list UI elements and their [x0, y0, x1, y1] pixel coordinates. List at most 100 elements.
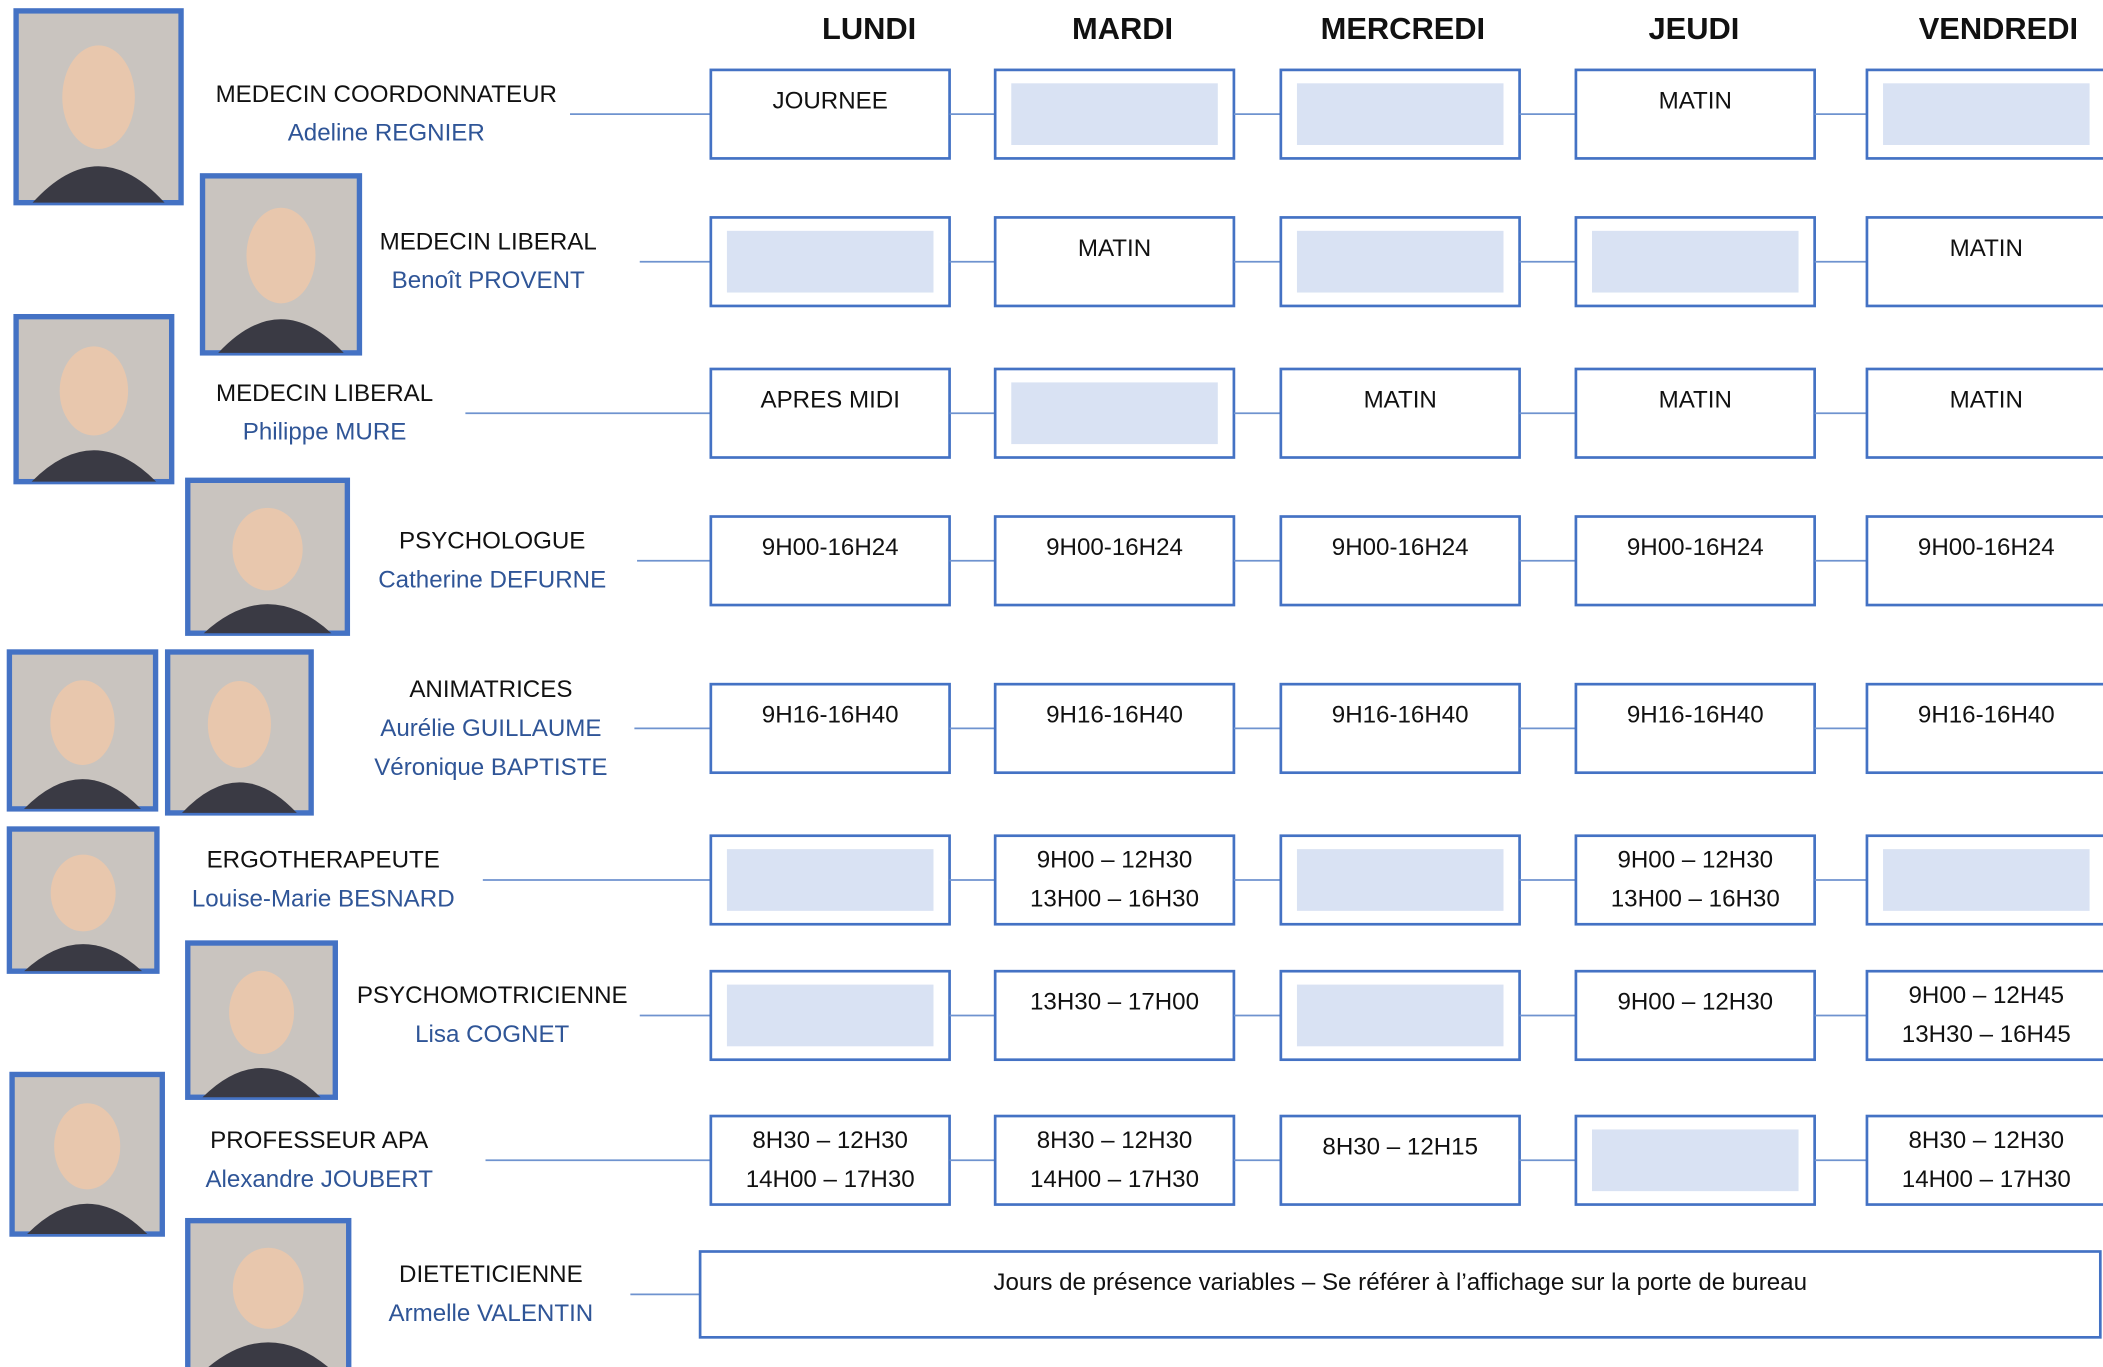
cell-text: 9H00 – 12H30 — [1037, 847, 1193, 874]
schedule-cell — [1574, 367, 1816, 459]
role: ANIMATRICES — [409, 676, 572, 703]
schedule-cell — [1865, 969, 2103, 1062]
staff-name: Benoît PROVENT — [392, 267, 585, 294]
staff-name: Lisa COGNET — [415, 1021, 569, 1048]
cell-text: 13H00 – 16H30 — [1030, 885, 1199, 912]
schedule-cell — [1865, 515, 2103, 607]
cell-text: MATIN — [1659, 387, 1732, 414]
staff-name: Aurélie GUILLAUME — [380, 715, 601, 742]
cell-text: 13H30 – 16H45 — [1902, 1021, 2071, 1048]
schedule-cell — [993, 515, 1236, 607]
empty-cell — [1011, 83, 1218, 146]
day-header: MARDI — [1072, 11, 1173, 46]
cell-text: MATIN — [1950, 235, 2023, 262]
schedule-cell — [1574, 969, 1816, 1062]
photo-shoulders — [218, 319, 344, 353]
empty-cell — [1296, 849, 1504, 911]
empty-cell — [1296, 984, 1504, 1047]
cell-text: 9H00 – 12H45 — [1909, 982, 2065, 1009]
photo-face — [207, 680, 271, 768]
cell-text: 9H00-16H24 — [1332, 534, 1469, 561]
schedule-cell — [709, 682, 951, 775]
cell-text: 9H16-16H40 — [1332, 702, 1469, 729]
role: MEDECIN COORDONNATEUR — [216, 81, 557, 108]
day-header: JEUDI — [1649, 11, 1740, 46]
staff-name: Armelle VALENTIN — [389, 1300, 594, 1327]
cell-text: MATIN — [1364, 387, 1437, 414]
staff-name: Véronique BAPTISTE — [374, 754, 607, 781]
photo-face — [62, 45, 135, 149]
cell-text: 13H00 – 16H30 — [1611, 885, 1780, 912]
photo-shoulders — [24, 779, 141, 809]
schedule-cell — [993, 216, 1236, 308]
empty-cell — [1883, 83, 2090, 146]
schedule-cell — [1574, 68, 1816, 160]
day-header: LUNDI — [822, 11, 916, 46]
empty-cell — [1592, 1129, 1799, 1192]
cell-text: JOURNEE — [773, 87, 888, 114]
role: PSYCHOLOGUE — [399, 527, 585, 554]
photo-shoulders — [27, 1203, 148, 1235]
photo-face — [232, 1247, 304, 1329]
role: ERGOTHERAPEUTE — [207, 847, 440, 874]
role: MEDECIN LIBERAL — [216, 380, 433, 407]
cell-text: 9H16-16H40 — [1046, 702, 1183, 729]
schedule-cell — [1279, 515, 1521, 607]
schedule-cell — [1279, 367, 1521, 459]
photo-shoulders — [24, 944, 143, 972]
day-header: VENDREDI — [1919, 11, 2078, 46]
role: MEDECIN LIBERAL — [380, 228, 597, 255]
schedule-cell — [709, 68, 951, 160]
empty-cell — [1592, 230, 1799, 293]
cell-text: 9H00-16H24 — [1046, 534, 1183, 561]
cell-text: 9H00-16H24 — [1627, 534, 1764, 561]
photo-face — [232, 507, 303, 591]
cell-text: 14H00 – 17H30 — [746, 1166, 915, 1193]
note: Jours de présence variables – Se référer… — [993, 1269, 1807, 1296]
cell-text: 8H30 – 12H15 — [1322, 1134, 1478, 1161]
cell-text: MATIN — [1078, 235, 1151, 262]
photo-face — [50, 680, 115, 765]
cell-text: APRES MIDI — [760, 387, 899, 414]
photo-shoulders — [208, 1342, 328, 1367]
cell-text: 13H30 – 17H00 — [1030, 989, 1199, 1016]
role: PROFESSEUR APA — [210, 1127, 429, 1154]
cell-text: 8H30 – 12H30 — [1037, 1127, 1193, 1154]
photo-shoulders — [202, 1067, 321, 1098]
staff-name: Louise-Marie BESNARD — [192, 885, 455, 912]
empty-cell — [726, 849, 934, 911]
cell-text: 14H00 – 17H30 — [1902, 1166, 2071, 1193]
schedule-cell — [993, 834, 1236, 926]
schedule-cell — [1865, 367, 2103, 459]
schedule-cell — [993, 969, 1236, 1062]
schedule-cell — [1279, 1114, 1521, 1206]
role: PSYCHOMOTRICIENNE — [357, 982, 628, 1009]
schedule-cell — [993, 682, 1236, 775]
photo-shoulders — [203, 604, 332, 634]
cell-text: 9H00 – 12H30 — [1617, 847, 1773, 874]
schedule-cell — [1865, 216, 2103, 308]
schedule-cell — [1574, 834, 1816, 926]
photo-shoulders — [31, 450, 157, 482]
schedule-cell — [1865, 1114, 2103, 1206]
staff-name: Adeline REGNIER — [288, 120, 485, 147]
empty-cell — [1296, 230, 1504, 293]
staff-name: Philippe MURE — [243, 419, 407, 446]
schedule-cell — [709, 367, 951, 459]
empty-cell — [726, 230, 934, 293]
schedule-cell — [1865, 682, 2103, 775]
staff-name: Catherine DEFURNE — [378, 566, 606, 593]
cell-text: 9H00-16H24 — [1918, 534, 2055, 561]
empty-cell — [1296, 83, 1504, 146]
photo-shoulders — [32, 166, 165, 203]
schedule-cell — [993, 1114, 1236, 1206]
day-header: MERCREDI — [1321, 11, 1485, 46]
photo-face — [246, 207, 316, 304]
note-box — [698, 1250, 2102, 1339]
empty-cell — [726, 984, 934, 1047]
empty-cell — [1011, 382, 1218, 445]
cell-text: 9H16-16H40 — [1627, 702, 1764, 729]
photo-face — [229, 970, 294, 1055]
